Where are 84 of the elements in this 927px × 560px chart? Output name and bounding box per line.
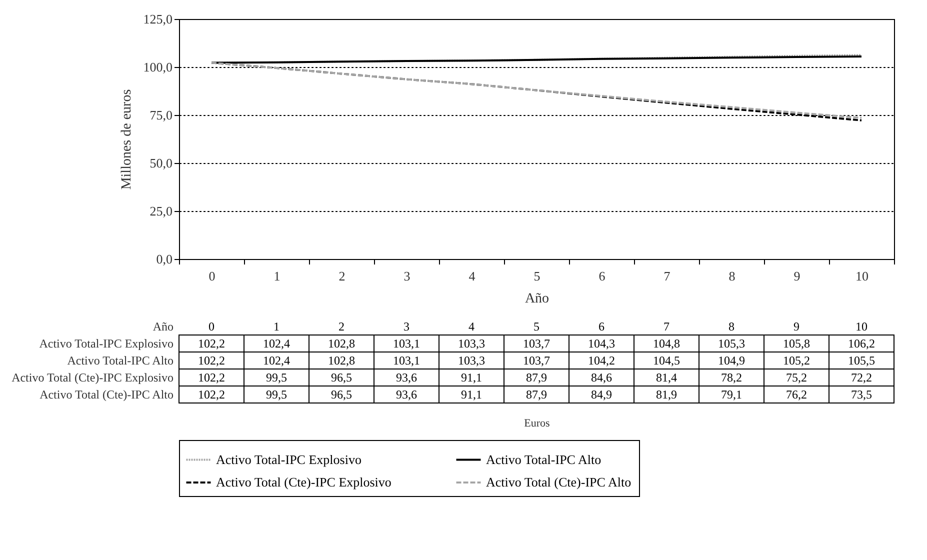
data-label: 91,1 — [461, 388, 482, 402]
data-label: 104,3 — [588, 336, 615, 350]
x-tick-label: 2 — [338, 268, 346, 284]
data-label: 104,2 — [588, 354, 615, 368]
text: Euros — [524, 418, 550, 430]
data-label: 102,8 — [328, 336, 355, 350]
data-label: 105,3 — [718, 336, 745, 350]
category-label: 0 — [208, 320, 214, 334]
x-tick-label: 4 — [468, 268, 476, 284]
data-label: 103,7 — [523, 336, 550, 350]
y-tick-label: 100,0 — [143, 60, 172, 74]
legend-label: Activo Total (Cte)-IPC Explosivo — [216, 474, 392, 490]
data-label: 96,5 — [331, 370, 352, 384]
category-label: 9 — [794, 320, 800, 334]
x-tick-label: 7 — [664, 268, 671, 284]
x-tick-label: 3 — [404, 268, 410, 284]
x-axis-title: Año — [524, 292, 550, 306]
data-label: 76,2 — [786, 388, 807, 402]
x-tick-label: 1 — [274, 268, 280, 284]
x-tick-label: 6 — [598, 268, 606, 284]
data-label: 103,3 — [458, 354, 485, 368]
data-label: 102,2 — [198, 388, 225, 402]
data-label: 102,2 — [198, 354, 225, 368]
y-tick-label: 0,0 — [156, 252, 172, 266]
data-label: 93,6 — [396, 388, 417, 402]
data-label: 91,1 — [461, 370, 482, 384]
category-label: 8 — [728, 320, 734, 334]
x-tick-label: 5 — [534, 268, 540, 284]
data-label: 84,6 — [591, 370, 612, 384]
category-label: 10 — [856, 320, 868, 334]
data-label: 81,9 — [656, 388, 677, 402]
text: Activo Total-IPC Explosivo — [39, 336, 174, 350]
text: Año — [152, 320, 174, 334]
legend-label: Activo Total (Cte)-IPC Alto — [486, 474, 632, 490]
y-tick-label: 75,0 — [150, 108, 172, 122]
data-label: 105,8 — [783, 336, 810, 350]
data-label: 93,6 — [396, 370, 417, 384]
data-label: 99,5 — [266, 388, 287, 402]
legend-label: Activo Total-IPC Alto — [486, 452, 602, 467]
category-label: 7 — [664, 320, 670, 334]
data-label: 106,2 — [848, 336, 875, 350]
category-label: 3 — [404, 320, 410, 334]
category-label: 1 — [274, 320, 280, 334]
data-label: 102,2 — [198, 336, 225, 350]
data-label: 84,9 — [591, 388, 612, 402]
y-tick-label: 25,0 — [150, 204, 172, 218]
data-label: 103,1 — [393, 336, 420, 350]
data-label: 103,1 — [393, 354, 420, 368]
data-label: 72,2 — [851, 370, 872, 384]
data-label: 102,4 — [263, 336, 290, 350]
data-label: 104,8 — [653, 336, 680, 350]
y-tick-label: 50,0 — [150, 156, 172, 170]
data-label: 104,5 — [653, 354, 680, 368]
legend-label: Activo Total-IPC Explosivo — [216, 452, 362, 467]
data-label: 87,9 — [526, 388, 547, 402]
data-label: 78,2 — [721, 370, 742, 384]
x-tick-label: 8 — [728, 268, 736, 284]
y-axis-title: Millones de euros — [119, 89, 134, 190]
x-tick-label: 9 — [794, 268, 800, 284]
data-label: 79,1 — [721, 388, 742, 402]
category-label: 4 — [468, 320, 474, 334]
data-label: 104,9 — [718, 354, 745, 368]
category-label: 5 — [534, 320, 540, 334]
text: Activo Total (Cte)-IPC Alto — [40, 388, 174, 402]
data-label: 99,5 — [266, 370, 287, 384]
x-tick-label: 10 — [856, 268, 868, 284]
data-label: 105,5 — [848, 354, 875, 368]
data-label: 103,3 — [458, 336, 485, 350]
x-tick-label: 0 — [208, 268, 216, 284]
text: Activo Total-IPC Alto — [67, 354, 174, 368]
data-label: 102,2 — [198, 370, 225, 384]
y-tick-label: 125,0 — [143, 12, 172, 26]
data-label: 81,4 — [656, 370, 677, 384]
data-label: 102,8 — [328, 354, 355, 368]
data-label: 96,5 — [331, 388, 352, 402]
data-label: 87,9 — [526, 370, 547, 384]
data-label: 102,4 — [263, 354, 290, 368]
data-label: 105,2 — [783, 354, 810, 368]
category-label: 2 — [338, 320, 344, 334]
category-label: 6 — [598, 320, 604, 334]
data-label: 75,2 — [786, 370, 807, 384]
text: Activo Total (Cte)-IPC Explosivo — [12, 370, 174, 384]
data-label: 103,7 — [523, 354, 550, 368]
data-label: 73,5 — [851, 388, 872, 402]
